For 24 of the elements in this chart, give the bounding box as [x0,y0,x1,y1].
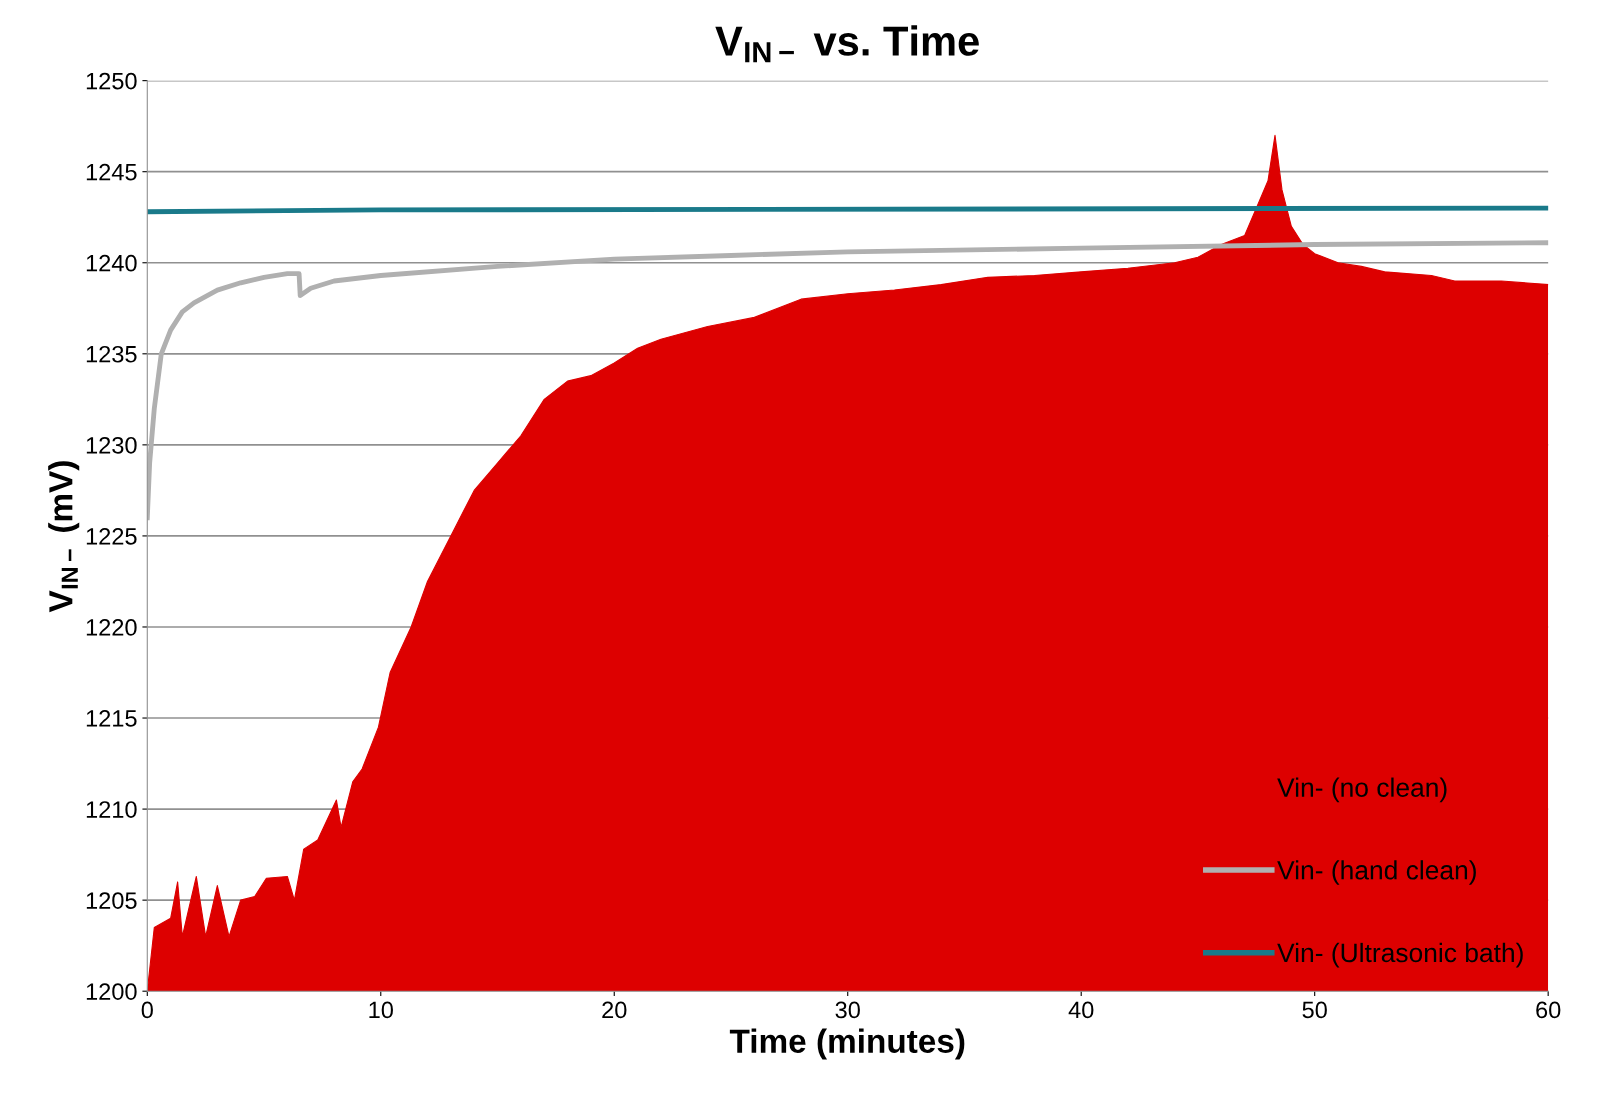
y-tick-label: 1200 [86,983,137,1000]
y-tick-label: 1220 [86,619,137,636]
chart-title: V$_{IN−}$ vs. Time [715,25,979,63]
x-tick-label: 20 [602,1001,627,1019]
x-axis-title: Time (minutes) [729,1028,965,1060]
legend-label: Vin- (hand clean) [1277,860,1476,885]
y-axis-title: V$_{IN−}$ (mV) [48,461,80,613]
y-tick-label: 1205 [86,892,137,909]
legend-label: Vin- (Ultrasonic bath) [1277,942,1523,968]
y-tick-label: 1225 [86,527,137,545]
x-tick-label: 50 [1302,1001,1327,1019]
x-tick-label: 40 [1068,1001,1094,1019]
y-tick-label: 1230 [86,436,137,454]
series-label: Vin- (no clean) [1277,777,1447,803]
x-tick-label: 60 [1536,1001,1561,1019]
x-tick-label: 10 [369,1001,393,1019]
y-tick-label: 1235 [86,345,137,363]
x-tick-label: 30 [835,1001,860,1019]
x-tick-label: 0 [141,1001,153,1019]
y-tick-label: 1240 [86,254,137,272]
y-tick-label: 1215 [86,710,137,727]
y-tick-label: 1250 [86,72,137,90]
y-tick-label: 1210 [86,801,137,818]
y-tick-label: 1245 [86,163,137,181]
